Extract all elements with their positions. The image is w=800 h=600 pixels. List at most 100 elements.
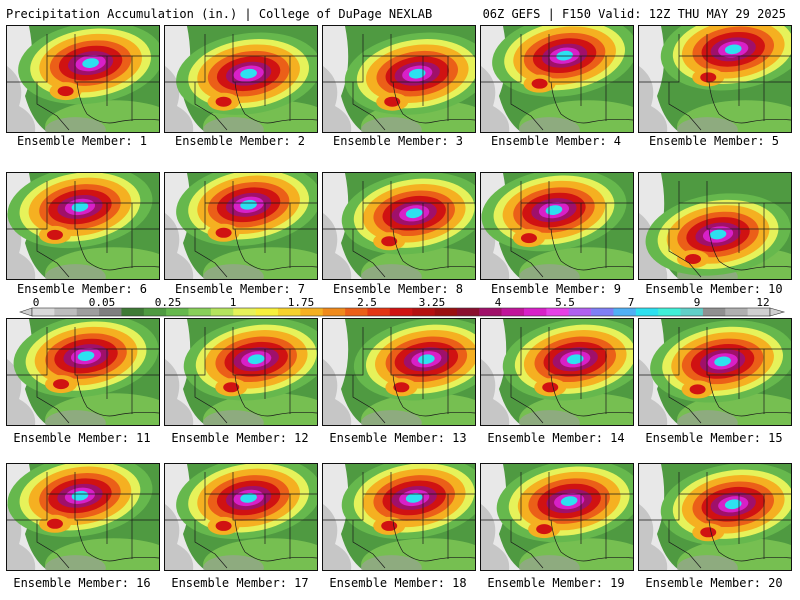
ensemble-member-label: Ensemble Member: 8 xyxy=(332,282,464,296)
precip-map xyxy=(481,26,633,132)
colorbar-segment xyxy=(143,308,167,316)
precip-map xyxy=(165,319,317,425)
precip-map xyxy=(165,173,317,279)
precip-map xyxy=(639,464,791,570)
colorbar-segment xyxy=(188,308,212,316)
ensemble-map-panel xyxy=(638,463,792,571)
precip-map xyxy=(481,173,633,279)
colorbar-segment xyxy=(635,308,659,316)
precip-map xyxy=(481,319,633,425)
precip-map xyxy=(7,319,159,425)
ensemble-member-label: Ensemble Member: 10 xyxy=(645,282,783,296)
ensemble-member-label: Ensemble Member: 3 xyxy=(332,134,464,148)
colorbar-tick-label: 4 xyxy=(495,296,502,309)
ensemble-map-panel xyxy=(480,25,634,133)
ensemble-member-label: Ensemble Member: 2 xyxy=(174,134,306,148)
colorbar-segment xyxy=(322,308,346,316)
ensemble-member-label: Ensemble Member: 20 xyxy=(645,576,783,590)
colorbar-segment xyxy=(725,308,748,316)
ensemble-map-panel xyxy=(164,318,318,426)
colorbar-segment xyxy=(747,308,771,316)
ensemble-map-panel xyxy=(480,318,634,426)
ensemble-map-panel xyxy=(322,25,476,133)
ensemble-member-label: Ensemble Member: 12 xyxy=(171,431,309,445)
precip-map xyxy=(7,26,159,132)
ensemble-member-label: Ensemble Member: 19 xyxy=(487,576,625,590)
colorbar-tick-label: 1.75 xyxy=(288,296,315,309)
run-info: 06Z GEFS | F150 Valid: 12Z THU MAY 29 20… xyxy=(482,7,786,21)
precip-map xyxy=(323,26,475,132)
colorbar-segment xyxy=(434,308,458,316)
ensemble-map-panel xyxy=(6,25,160,133)
colorbar-tick-label: 0 xyxy=(33,296,40,309)
precip-colorbar: 0 0.05 0.25 1 1.75 2.5 3.25 4 5.5 7 9 12 xyxy=(19,296,786,317)
colorbar-segment xyxy=(613,308,637,316)
colorbar-tick-label: 0.05 xyxy=(89,296,116,309)
colorbar-segment xyxy=(702,308,726,316)
colorbar-segment xyxy=(121,308,145,316)
ensemble-map-panel xyxy=(322,463,476,571)
ensemble-map-panel xyxy=(6,463,160,571)
ensemble-map-panel xyxy=(638,25,792,133)
ensemble-map-panel xyxy=(638,318,792,426)
ensemble-member-label: Ensemble Member: 5 xyxy=(648,134,780,148)
colorbar-segment xyxy=(568,308,592,316)
ensemble-map-panel xyxy=(164,463,318,571)
ensemble-member-label: Ensemble Member: 4 xyxy=(490,134,622,148)
colorbar-segment xyxy=(591,308,614,316)
colorbar-segment xyxy=(546,308,570,316)
ensemble-member-label: Ensemble Member: 11 xyxy=(13,431,151,445)
colorbar-segment xyxy=(76,308,100,316)
colorbar-segment xyxy=(479,308,502,316)
precip-map xyxy=(481,464,633,570)
colorbar-tick-label: 12 xyxy=(756,296,769,309)
colorbar-segment xyxy=(658,308,681,316)
precip-map xyxy=(7,173,159,279)
precip-map xyxy=(323,173,475,279)
colorbar-segment xyxy=(32,308,55,316)
precip-map xyxy=(639,173,791,279)
precip-map xyxy=(165,26,317,132)
colorbar-segment xyxy=(367,308,391,316)
precip-map xyxy=(639,26,791,132)
colorbar-tick-label: 3.25 xyxy=(419,296,446,309)
ensemble-map-panel xyxy=(480,172,634,280)
ensemble-member-label: Ensemble Member: 17 xyxy=(171,576,309,590)
ensemble-member-label: Ensemble Member: 6 xyxy=(16,282,148,296)
ensemble-member-label: Ensemble Member: 18 xyxy=(329,576,467,590)
precip-map xyxy=(7,464,159,570)
precip-map xyxy=(323,464,475,570)
colorbar-segment xyxy=(54,308,78,316)
colorbar-tick-label: 0.25 xyxy=(155,296,182,309)
colorbar-segment xyxy=(210,308,234,316)
colorbar-segment xyxy=(412,308,435,316)
colorbar-segment xyxy=(278,308,301,316)
colorbar-segment xyxy=(99,308,122,316)
ensemble-member-label: Ensemble Member: 7 xyxy=(174,282,306,296)
ensemble-map-panel xyxy=(480,463,634,571)
ensemble-map-panel xyxy=(322,172,476,280)
colorbar-segment xyxy=(680,308,704,316)
colorbar-tick-label: 2.5 xyxy=(357,296,377,309)
precip-map xyxy=(639,319,791,425)
ensemble-member-label: Ensemble Member: 16 xyxy=(13,576,151,590)
colorbar-segment xyxy=(345,308,368,316)
precip-map xyxy=(323,319,475,425)
ensemble-member-label: Ensemble Member: 15 xyxy=(645,431,783,445)
colorbar-segment xyxy=(456,308,480,316)
colorbar-tick-label: 7 xyxy=(628,296,635,309)
ensemble-member-label: Ensemble Member: 13 xyxy=(329,431,467,445)
ensemble-map-panel xyxy=(322,318,476,426)
colorbar-segment xyxy=(389,308,413,316)
ensemble-map-panel xyxy=(638,172,792,280)
colorbar-segment xyxy=(501,308,525,316)
colorbar-segment xyxy=(166,308,189,316)
precip-map xyxy=(165,464,317,570)
ensemble-map-panel xyxy=(164,172,318,280)
colorbar-tick-label: 5.5 xyxy=(555,296,575,309)
ensemble-map-panel xyxy=(6,172,160,280)
colorbar-segment xyxy=(255,308,279,316)
colorbar-tick-label: 9 xyxy=(694,296,701,309)
ensemble-member-label: Ensemble Member: 14 xyxy=(487,431,625,445)
colorbar-segment xyxy=(233,308,256,316)
